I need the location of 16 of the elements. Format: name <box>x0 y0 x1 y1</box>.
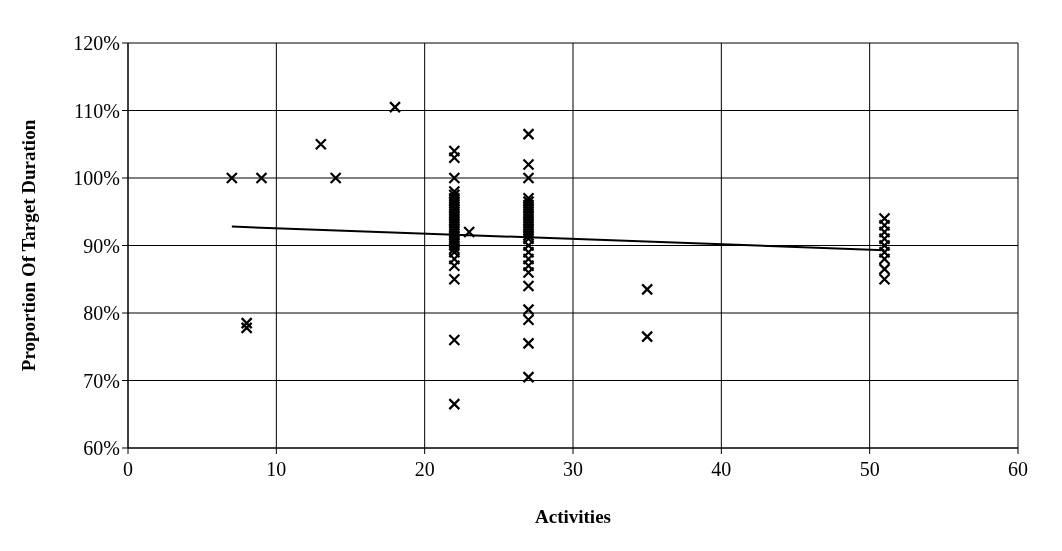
y-tick-label: 100% <box>73 167 120 190</box>
y-tick-label: 80% <box>83 302 120 325</box>
y-tick-label: 120% <box>73 32 120 55</box>
x-tick-label: 0 <box>123 458 133 481</box>
x-tick-label: 60 <box>1008 458 1028 481</box>
x-tick-label: 50 <box>859 458 880 481</box>
y-tick-label: 90% <box>83 234 120 257</box>
x-axis-title: Activities <box>535 506 611 527</box>
y-axis-title: Proportion Of Target Duration <box>17 119 39 372</box>
y-tick-label: 70% <box>83 369 120 392</box>
x-tick-label: 40 <box>711 458 732 481</box>
x-tick-label: 10 <box>266 458 287 481</box>
x-tick-label: 30 <box>563 458 583 481</box>
y-tick-label: 110% <box>74 99 120 122</box>
x-tick-label: 20 <box>414 458 435 481</box>
y-tick-label: 60% <box>83 437 120 460</box>
